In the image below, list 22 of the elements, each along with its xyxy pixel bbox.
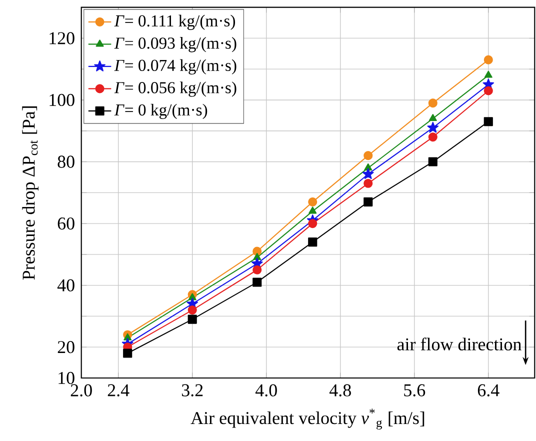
x-tick-label: 6.4 — [478, 384, 500, 396]
y-axis-title: Pressure drop ΔP$_{cot}$ [Pa] — [22, 106, 38, 280]
x-axis-title: Air equivalent velocity v$^{*}$$_{g}$ [m/s] — [190, 408, 424, 430]
y-tick-label: 100 — [50, 94, 74, 106]
x-tick-label: 4.0 — [255, 384, 277, 396]
legend-label: Γ= 0.093 kg/(m·s) — [114, 37, 236, 52]
y-tick-label: 80 — [58, 156, 74, 168]
x-tick-label: 5.6 — [404, 384, 426, 396]
x-tick-label: 4.8 — [329, 384, 351, 396]
y-tick-label: 10 — [58, 372, 74, 384]
x-tick-label: 2.4 — [108, 384, 130, 396]
x-tick-label: 2.0 — [70, 384, 92, 396]
y-tick-label: 60 — [58, 217, 74, 230]
legend-label: Γ= 0.111 kg/(m·s) — [114, 14, 236, 30]
x-tick-label: 3.2 — [182, 384, 203, 396]
legend-label: Γ= 0.074 kg/(m·s) — [114, 59, 236, 74]
y-tick-label: 20 — [58, 341, 74, 354]
y-tick-label: 120 — [50, 32, 74, 44]
annotation: air flow direction — [397, 338, 522, 350]
y-tick-label: 40 — [57, 279, 74, 292]
legend-label: Γ= 0.056 kg/(m·s) — [114, 82, 236, 97]
legend-label: Γ= 0 kg/(m·s) — [114, 104, 208, 119]
